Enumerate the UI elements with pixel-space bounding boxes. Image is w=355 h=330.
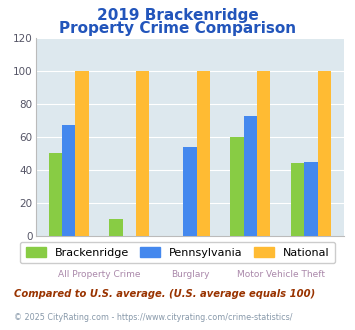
Bar [257,71,271,236]
Bar [109,219,123,236]
Bar [318,71,331,236]
Text: Larceny & Theft: Larceny & Theft [184,252,256,261]
Text: 2019 Brackenridge: 2019 Brackenridge [97,8,258,23]
Bar [76,71,89,236]
Text: © 2025 CityRating.com - https://www.cityrating.com/crime-statistics/: © 2025 CityRating.com - https://www.city… [14,313,293,322]
Text: Burglary: Burglary [171,270,209,279]
Bar [62,125,76,236]
Text: Motor Vehicle Theft: Motor Vehicle Theft [237,270,325,279]
Bar [244,115,257,236]
Bar [49,153,62,236]
Text: Compared to U.S. average. (U.S. average equals 100): Compared to U.S. average. (U.S. average … [14,289,316,299]
Bar [183,147,197,236]
Bar [304,162,318,236]
Bar [197,71,210,236]
Text: All Property Crime: All Property Crime [58,270,140,279]
Bar [230,137,244,236]
Legend: Brackenridge, Pennsylvania, National: Brackenridge, Pennsylvania, National [20,242,335,263]
Bar [291,163,304,236]
Bar [136,71,149,236]
Text: Property Crime Comparison: Property Crime Comparison [59,21,296,36]
Text: Arson: Arson [116,252,142,261]
